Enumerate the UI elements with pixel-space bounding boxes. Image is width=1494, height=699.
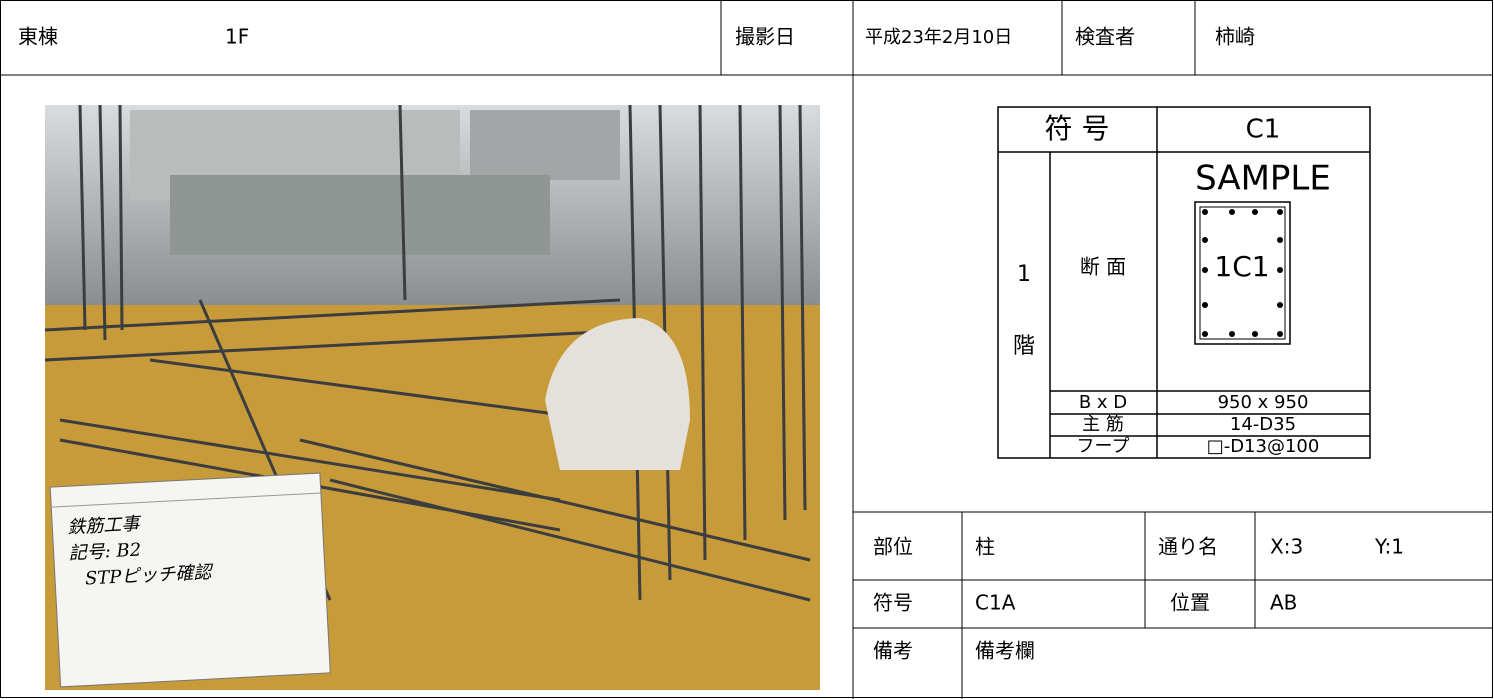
inspector-label: 検査者 [1075, 25, 1135, 49]
row-label: 主 筋 [1082, 414, 1124, 435]
info-value: C1A [975, 591, 1016, 615]
date: 平成23年2月10日 [865, 27, 1012, 48]
row-value: 950 x 950 [1218, 392, 1309, 413]
photo: 鉄筋工事 記号: B2 STPピッチ確認 [44, 104, 820, 690]
section-mark: 1C1 [1214, 250, 1269, 283]
info-value: AB [1270, 591, 1297, 615]
board-line: 鉄筋工事 [67, 513, 143, 538]
section-drawing: 符 号 C1 1 階 断 面 SAMPLE 1C1 B x D 950 x 95… [997, 106, 1371, 459]
info-label: 符号 [873, 591, 913, 615]
floor-unit: 階 [1013, 334, 1035, 359]
row-value: □-D13@100 [1207, 436, 1320, 457]
info-value: 備考欄 [975, 639, 1035, 663]
info-label: 位置 [1170, 591, 1210, 615]
info-value: 柱 [975, 535, 995, 559]
board-line: 記号: B2 [68, 540, 141, 565]
info-value: X:3 [1270, 535, 1303, 559]
row-value: 14-D35 [1230, 414, 1296, 435]
info-label: 部位 [873, 535, 913, 559]
inspector: 柿崎 [1215, 25, 1255, 49]
info-label: 通り名 [1158, 535, 1218, 559]
floor-number: 1 [1017, 262, 1031, 287]
row-label: B x D [1079, 392, 1127, 413]
sample: SAMPLE [1195, 159, 1331, 199]
info-value: Y:1 [1374, 535, 1404, 559]
symbol-label: 符 号 [1045, 112, 1110, 145]
section-label: 断 面 [1080, 255, 1126, 279]
date-label: 撮影日 [735, 25, 795, 49]
info-label: 備考 [873, 639, 913, 663]
floor: 1F [225, 25, 249, 49]
building: 東棟 [18, 25, 58, 49]
symbol: C1 [1246, 115, 1281, 145]
row-label: フープ [1077, 436, 1130, 457]
